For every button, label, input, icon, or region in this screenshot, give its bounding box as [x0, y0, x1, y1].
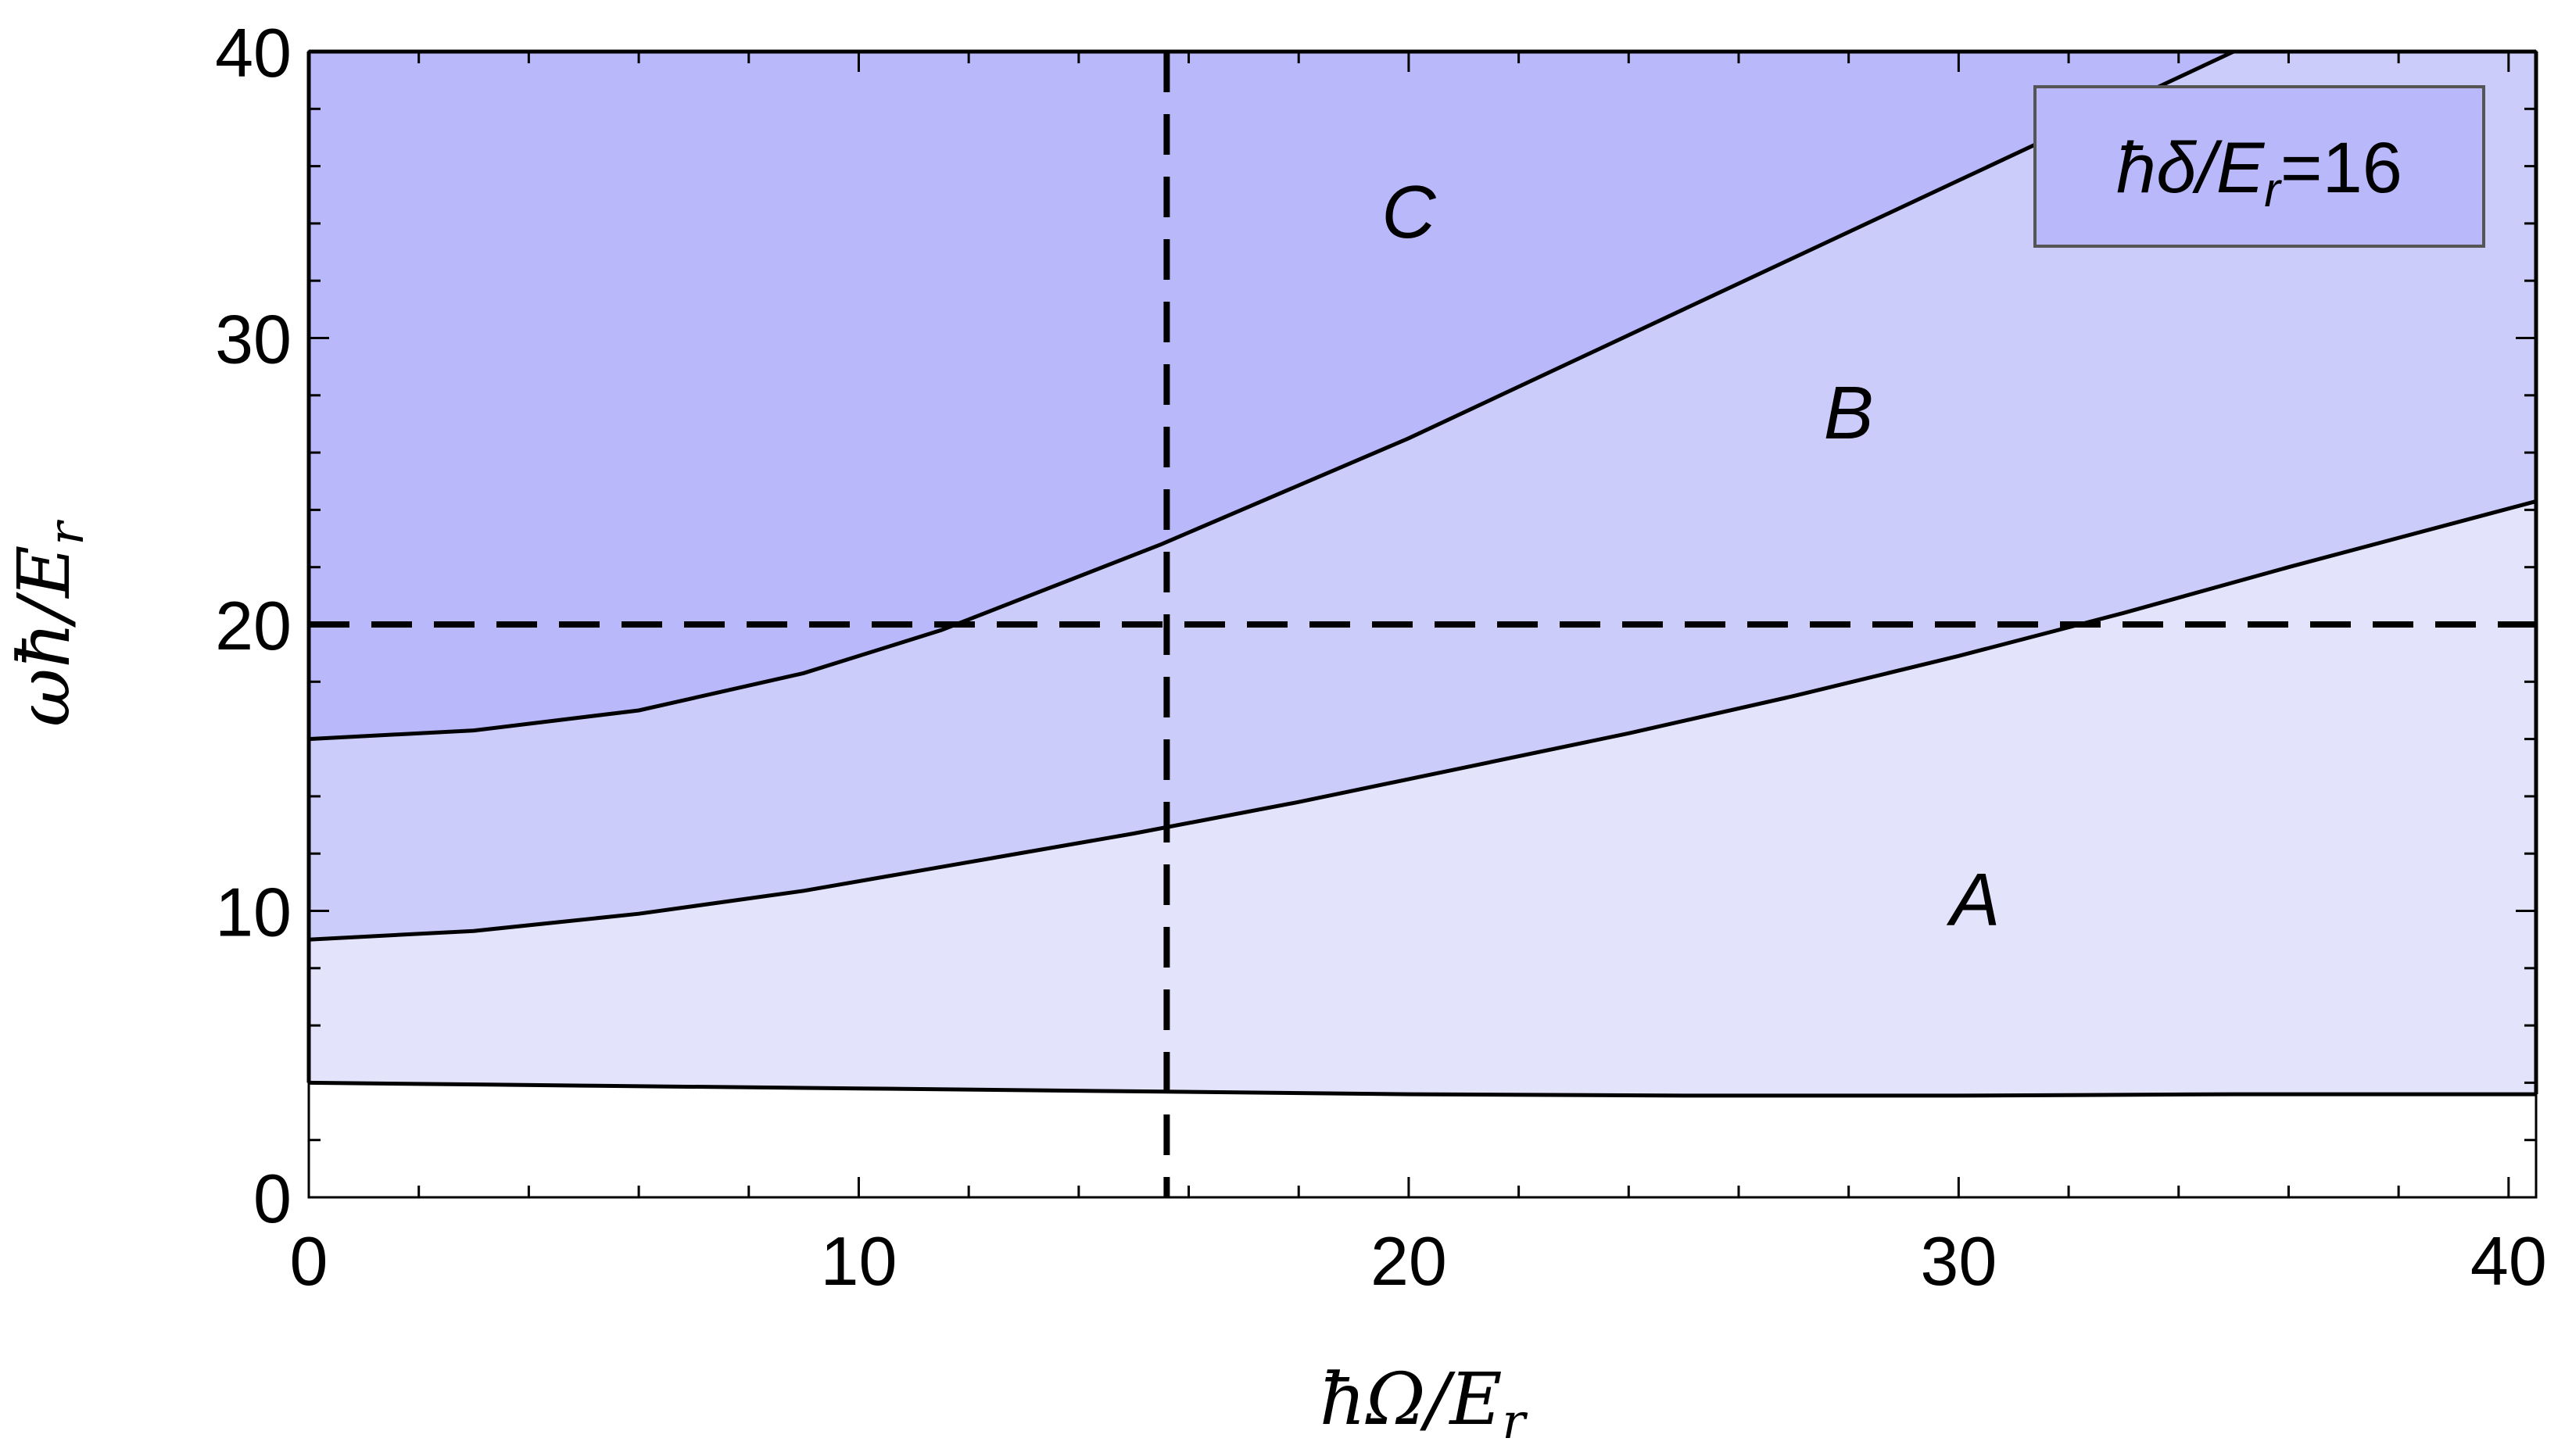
region-label-B: B — [1824, 371, 1874, 455]
legend-label-prefix: ħδ/E — [2116, 128, 2266, 208]
lower-boundary-curve — [308, 1080, 2536, 1098]
x-axis-title-subscript: r — [1503, 1393, 1528, 1450]
x-tick-label: 10 — [821, 1222, 897, 1300]
tick-labels-layer: 0 10 20 30 40 0 10 20 30 40 — [215, 14, 2547, 1300]
y-axis-title-subscript: r — [38, 520, 95, 546]
y-tick-label: 10 — [215, 874, 292, 951]
legend-label-subscript: r — [2264, 163, 2282, 217]
x-axis-title-main: ħΩ/E — [1320, 1358, 1503, 1441]
region-C-fill — [309, 52, 2536, 739]
y-tick-label: 30 — [215, 301, 292, 378]
x-tick-label: 20 — [1370, 1222, 1447, 1300]
legend-label: ħδ/Er=16 — [2116, 128, 2402, 217]
reference-lines-layer — [309, 52, 2536, 1197]
x-tick-label: 0 — [290, 1222, 328, 1300]
y-axis-title: ωħ/Er — [2, 520, 95, 727]
legend-label-suffix: =16 — [2280, 128, 2402, 208]
region-A-fill — [309, 501, 2536, 1096]
region-B-fill — [309, 52, 2536, 940]
ticks-layer — [307, 50, 2536, 1199]
legend-frame — [2033, 85, 2485, 248]
middle-boundary-curve — [308, 499, 2537, 942]
y-axis-title-main: ωħ/E — [2, 546, 86, 727]
x-tick-label: 40 — [2470, 1222, 2547, 1300]
y-tick-label: 40 — [215, 14, 292, 91]
x-tick-label: 30 — [1920, 1222, 1997, 1300]
y-tick-label: 20 — [215, 587, 292, 664]
region-label-A: A — [1946, 858, 2000, 942]
x-axis-title: ħΩ/Er — [1320, 1358, 1528, 1450]
regions-layer — [309, 52, 2536, 1096]
region-label-C: C — [1381, 170, 1436, 254]
y-tick-label: 0 — [253, 1160, 292, 1237]
upper-boundary-curve — [308, 49, 2235, 742]
legend-box: ħδ/Er=16 — [2033, 85, 2485, 248]
